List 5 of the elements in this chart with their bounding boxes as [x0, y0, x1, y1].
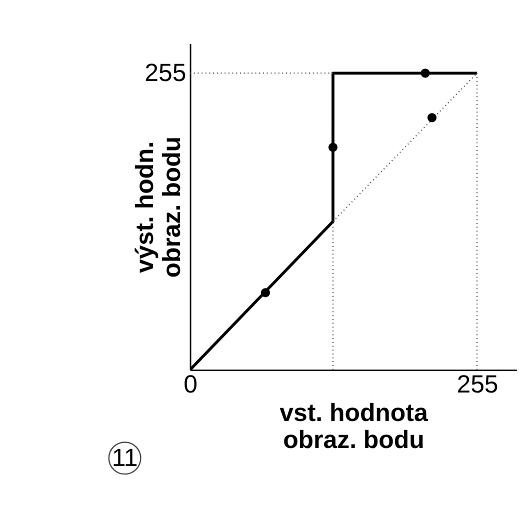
text: 255: [144, 58, 186, 87]
x-axis-title: vst. hodnota obraz. bodu: [280, 399, 429, 454]
x-tick-label: 0: [184, 370, 198, 398]
text: 11: [112, 444, 138, 472]
y-axis-title: výst. hodn. obraz. bodu: [131, 136, 186, 278]
